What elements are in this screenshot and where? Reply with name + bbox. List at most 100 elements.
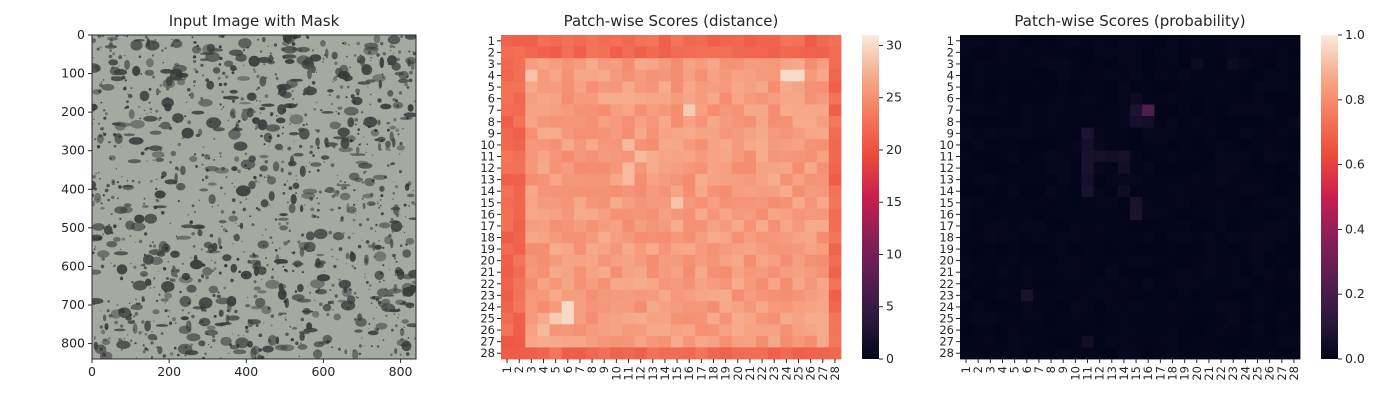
heatmap-cell [658, 116, 672, 128]
heatmap-cell [1020, 208, 1034, 221]
texture-speck [160, 175, 164, 179]
texture-speck [172, 265, 176, 269]
heatmap-cell [1081, 81, 1094, 94]
texture-speck [202, 227, 204, 229]
texture-spot [233, 233, 240, 242]
heatmap-cell [622, 254, 635, 267]
heatmap-cell [598, 127, 611, 140]
heatmap-cell [549, 127, 563, 140]
texture-speck [276, 134, 280, 138]
heatmap-cell [646, 231, 660, 244]
texture-speck [270, 324, 273, 327]
heatmap-cell [683, 150, 696, 163]
heatmap-cell [756, 116, 769, 128]
heatmap-cell [792, 208, 805, 221]
texture-speck [246, 46, 249, 49]
texture-speck [308, 325, 310, 328]
heatmap-cell [1263, 139, 1277, 152]
heatmap-cell [743, 35, 757, 47]
y-tick-label: 13 [480, 173, 495, 187]
heatmap-cell [1154, 81, 1167, 94]
heatmap-cell [972, 104, 985, 117]
texture-spot [367, 330, 379, 336]
heatmap-cell [598, 220, 611, 233]
heatmap-cell [1057, 116, 1070, 128]
heatmap-cell [537, 347, 550, 360]
texture-spot [340, 137, 350, 149]
texture-speck [300, 342, 302, 345]
heatmap-cell [1117, 289, 1131, 302]
heatmap-cell [1130, 312, 1143, 325]
texture-speck [381, 73, 384, 76]
colorbar-tick-label: 0.2 [1345, 286, 1365, 301]
texture-speck [100, 101, 103, 104]
texture-spot [259, 165, 268, 172]
heatmap-cell [549, 185, 563, 198]
texture-speck [379, 199, 382, 201]
heatmap-cell [707, 208, 720, 221]
heatmap-cell [1105, 312, 1119, 325]
heatmap-cell [1202, 46, 1216, 59]
heatmap-cell [622, 231, 635, 244]
heatmap-cell [707, 162, 720, 175]
heatmap-cell [780, 347, 793, 360]
heatmap-cell [1045, 301, 1058, 314]
heatmap-cell [1117, 254, 1131, 267]
texture-spot [297, 344, 308, 350]
heatmap-cell [1093, 35, 1107, 47]
heatmap-cell [1178, 220, 1192, 233]
heatmap-cell [707, 324, 720, 337]
texture-speck [102, 194, 106, 197]
x-tick-label: 800 [389, 364, 413, 379]
heatmap-cell [513, 104, 526, 117]
heatmap-cell [1166, 104, 1179, 117]
texture-speck [252, 93, 255, 96]
heatmap-cell [707, 254, 720, 267]
heatmap-cell [634, 312, 648, 325]
heatmap-cell [549, 231, 563, 244]
x-tick-label: 16 [682, 366, 696, 381]
texture-speck [406, 86, 410, 89]
heatmap-cell [1263, 278, 1277, 290]
heatmap-cell [513, 231, 526, 244]
heatmap-cell [1202, 231, 1216, 244]
heatmap-cell [1263, 243, 1277, 256]
texture-speck [281, 47, 285, 51]
texture-speck [193, 210, 197, 213]
texture-speck [111, 181, 116, 186]
heatmap-cell [1142, 139, 1155, 152]
texture-speck [319, 302, 323, 307]
heatmap-cell [1130, 162, 1143, 175]
texture-speck [388, 233, 392, 238]
texture-spot [257, 290, 267, 294]
heatmap-cell [1166, 35, 1179, 47]
x-tick-label: 600 [311, 364, 335, 379]
heatmap-cell [513, 139, 526, 152]
y-tick-label: 400 [61, 181, 85, 196]
heatmap-cell [996, 127, 1009, 140]
heatmap-cell [695, 347, 708, 360]
texture-speck [394, 274, 396, 276]
texture-speck [230, 278, 234, 283]
heatmap-cell [1190, 46, 1204, 59]
heatmap-cell [622, 139, 635, 152]
texture-spot [355, 88, 360, 94]
heatmap-cell [1287, 92, 1301, 105]
texture-speck [270, 112, 274, 116]
texture-speck [393, 313, 396, 316]
heatmap-cell [1287, 266, 1301, 279]
texture-speck [284, 316, 286, 319]
texture-speck [231, 198, 236, 203]
heatmap-cell [804, 301, 818, 314]
texture-speck [308, 170, 311, 173]
texture-spot [292, 182, 300, 190]
heatmap-cell [1166, 92, 1179, 105]
heatmap-cell [695, 35, 708, 47]
texture-spot [241, 110, 249, 121]
x-tick-label: 21 [1202, 366, 1216, 381]
heatmap-cell [1032, 266, 1046, 279]
texture-speck [371, 179, 375, 183]
texture-speck [203, 324, 206, 327]
heatmap-cell [1081, 335, 1094, 348]
heatmap-cell [1105, 266, 1119, 279]
